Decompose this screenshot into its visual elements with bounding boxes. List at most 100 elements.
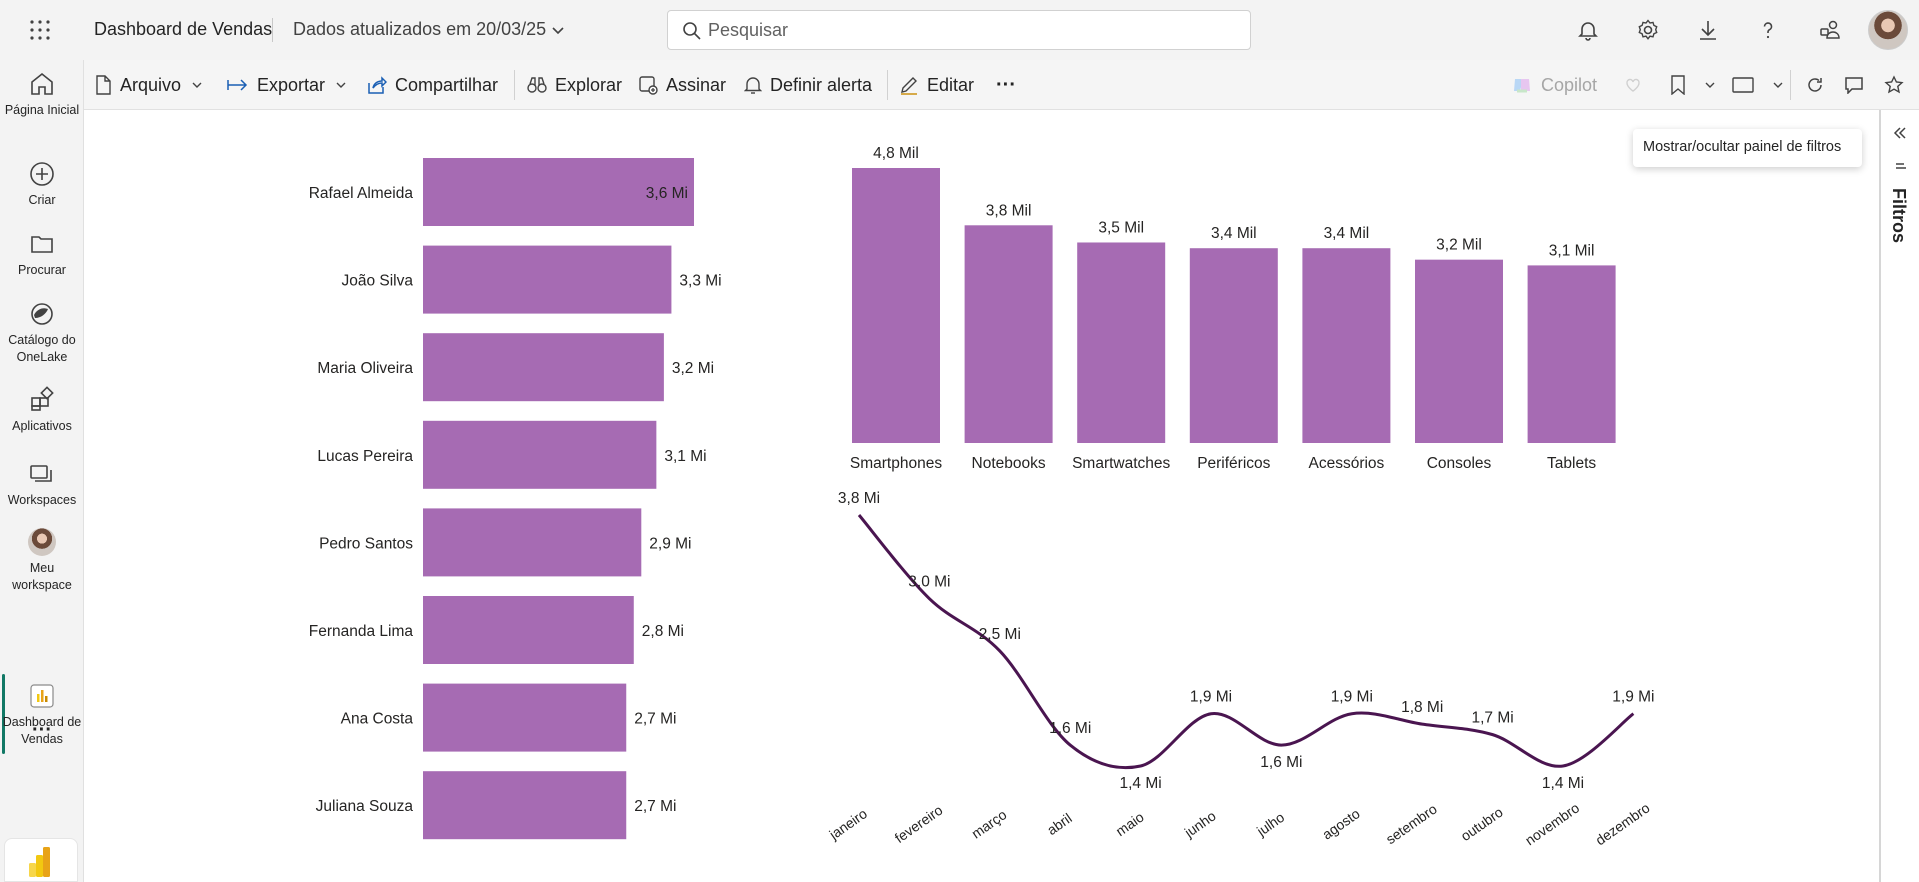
set-alert-button[interactable]: Definir alerta [744, 72, 872, 98]
filters-pane-collapsed[interactable] [1879, 110, 1919, 882]
report-toolbar: Arquivo Exportar Compartilhar Explorar A… [84, 60, 1919, 110]
search-input[interactable] [708, 17, 1228, 43]
bar-data-label: 2,7 Mi [634, 798, 676, 815]
edit-button[interactable]: Editar [899, 72, 974, 98]
view-menu-button[interactable] [1732, 72, 1784, 98]
bar [423, 420, 657, 489]
line-data-label: 1,4 Mi [1119, 775, 1161, 792]
column [1077, 242, 1166, 443]
rail-item-label: Página Inicial [4, 103, 80, 117]
line-month-label: agosto [1319, 805, 1363, 842]
bar [423, 596, 634, 664]
column [1189, 248, 1278, 443]
bell-icon[interactable] [1574, 16, 1602, 44]
column-category-label: Periféricos [1197, 455, 1270, 472]
column [1302, 248, 1391, 443]
line-data-label: 1,7 Mi [1471, 710, 1513, 727]
rail-item-workspaces[interactable]: Workspaces [0, 460, 84, 509]
waffle-icon[interactable] [28, 18, 52, 42]
line-month-label: julho [1253, 809, 1287, 840]
data-updated-label[interactable]: Dados atualizados em 20/03/25 [293, 19, 547, 39]
bar-category-label: Juliana Souza [316, 798, 414, 815]
app-title[interactable]: Dashboard de Vendas [94, 19, 273, 39]
bell-icon [744, 77, 762, 94]
explore-label: Explorar [555, 74, 623, 95]
bar-category-label: Maria Oliveira [317, 360, 413, 377]
avatar[interactable] [1868, 10, 1908, 50]
line-month-label: outubro [1458, 804, 1506, 844]
column-data-label: 3,2 Mil [1436, 237, 1482, 254]
chevron-down-icon [1705, 82, 1715, 88]
help-icon[interactable] [1754, 16, 1782, 44]
bar [423, 508, 642, 577]
bar-category-label: João Silva [341, 273, 413, 290]
rail-item-home[interactable]: Página Inicial [0, 70, 84, 119]
column-category-label: Smartphones [850, 455, 942, 472]
comment-icon[interactable] [1844, 72, 1872, 98]
view-icon [1732, 77, 1754, 93]
double-chevron-left-icon[interactable] [1893, 126, 1907, 140]
power-bi-logo[interactable] [4, 838, 78, 882]
filters-label[interactable]: Filtros [1889, 188, 1909, 244]
chevron-down-icon[interactable] [550, 22, 566, 38]
download-icon[interactable] [1694, 16, 1722, 44]
report-canvas: Rafael Almeida 3,6 Mi João Silva 3,3 Mi Mari… [84, 110, 1879, 882]
search-box[interactable] [667, 10, 1251, 50]
column [964, 225, 1053, 443]
more-options-icon[interactable]: ··· [32, 719, 52, 741]
bar-data-label: 3,2 Mi [672, 360, 714, 377]
share-button[interactable]: Compartilhar [367, 72, 498, 98]
rail-item-onelake[interactable]: Catálogo do OneLake [0, 300, 84, 366]
star-icon[interactable] [1884, 72, 1912, 98]
share-label: Compartilhar [395, 74, 499, 95]
line-month-label: junho [1181, 807, 1219, 840]
line-month-label: fevereiro [892, 802, 946, 846]
bar-category-label: Rafael Almeida [309, 185, 414, 202]
bar [423, 683, 627, 752]
rail-item-apps[interactable]: Aplicativos [0, 386, 84, 435]
line-month-label: dezembro [1592, 799, 1652, 848]
rail-item-dashboard[interactable]: Dashboard de Vendas [0, 682, 84, 748]
line-month-label: março [968, 806, 1009, 842]
rail-item-my-workspace[interactable]: Meu workspace [0, 528, 84, 594]
title-divider [272, 18, 273, 42]
copilot-button[interactable]: Copilot [1511, 72, 1597, 98]
file-menu-button[interactable]: Arquivo [94, 72, 203, 98]
binoculars-icon [527, 77, 547, 93]
share-people-icon[interactable] [1816, 16, 1844, 44]
onelake-icon [31, 303, 53, 325]
bar [423, 333, 664, 402]
subscribe-button[interactable]: Assinar [638, 72, 726, 98]
bookmark-menu-button[interactable] [1670, 72, 1716, 98]
favorite-icon[interactable] [1624, 72, 1650, 98]
report-icon [30, 684, 54, 708]
bar-category-label: Lucas Pereira [317, 448, 413, 465]
bar-data-label: 3,6 Mi [646, 185, 688, 202]
column-category-label: Notebooks [972, 455, 1046, 472]
rail-item-create[interactable]: Criar [0, 160, 84, 209]
gear-icon[interactable] [1634, 16, 1662, 44]
explore-button[interactable]: Explorar [527, 72, 622, 98]
subscribe-icon [639, 76, 658, 95]
search-icon [683, 22, 701, 40]
bar-category-label: Fernanda Lima [309, 623, 414, 640]
column [1415, 259, 1503, 443]
column-category-label: Tablets [1547, 455, 1596, 472]
column-data-label: 4,8 Mil [873, 145, 919, 162]
more-options-icon[interactable]: ··· [996, 73, 1016, 96]
column-category-label: Consoles [1427, 455, 1492, 472]
rail-item-label: Meu workspace [12, 561, 72, 592]
file-icon [96, 75, 111, 95]
line-data-label: 1,9 Mi [1190, 689, 1232, 706]
refresh-icon[interactable] [1806, 72, 1832, 98]
pencil-icon [901, 77, 917, 95]
line-data-label: 1,9 Mi [1612, 689, 1654, 706]
set-alert-label: Definir alerta [770, 74, 873, 95]
rail-item-label: Dashboard de Vendas [2, 715, 82, 746]
line-data-label: 1,6 Mi [1260, 754, 1302, 771]
rail-item-browse[interactable]: Procurar [0, 230, 84, 279]
home-icon [31, 72, 53, 95]
line-data-label: 1,9 Mi [1331, 689, 1373, 706]
export-menu-button[interactable]: Exportar [227, 72, 347, 98]
column-data-label: 3,4 Mil [1211, 225, 1257, 242]
